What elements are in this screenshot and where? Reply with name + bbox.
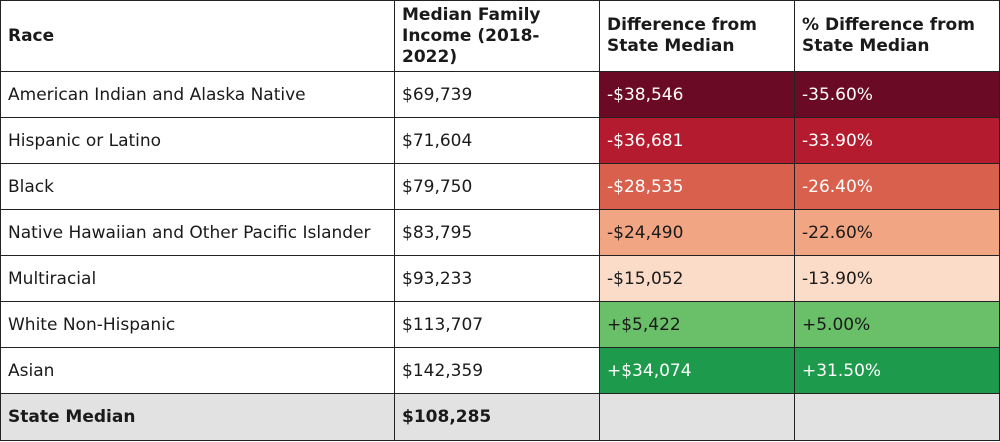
difference-cell: -$28,535: [599, 163, 795, 210]
income-cell: $69,739: [394, 71, 600, 118]
pct-difference-cell: +5.00%: [794, 301, 1000, 348]
state-median-pct-difference: [794, 393, 1000, 441]
difference-cell: -$38,546: [599, 71, 795, 118]
table-row: White Non-Hispanic $113,707 +$5,422 +5.00%: [0, 301, 1000, 348]
state-median-label: State Median: [0, 393, 395, 441]
state-median-income: $108,285: [394, 393, 600, 441]
table-row: Black $79,750 -$28,535 -26.40%: [0, 163, 1000, 210]
race-cell: Black: [0, 163, 395, 210]
difference-cell: -$24,490: [599, 209, 795, 256]
race-cell: Multiracial: [0, 255, 395, 302]
pct-difference-cell: -35.60%: [794, 71, 1000, 118]
income-cell: $113,707: [394, 301, 600, 348]
pct-difference-cell: -13.90%: [794, 255, 1000, 302]
income-cell: $142,359: [394, 347, 600, 394]
table-row: Asian $142,359 +$34,074 +31.50%: [0, 347, 1000, 394]
table-footer: State Median $108,285: [0, 393, 1000, 441]
income-cell: $83,795: [394, 209, 600, 256]
header-median-income: Median Family Income (2018-2022): [394, 0, 600, 72]
race-cell: White Non-Hispanic: [0, 301, 395, 348]
table-header: Race Median Family Income (2018-2022) Di…: [0, 0, 1000, 72]
table-row: Hispanic or Latino $71,604 -$36,681 -33.90%: [0, 117, 1000, 164]
table-row: Multiracial $93,233 -$15,052 -13.90%: [0, 255, 1000, 302]
income-cell: $93,233: [394, 255, 600, 302]
header-pct-difference: % Difference from State Median: [794, 0, 1000, 72]
pct-difference-cell: -33.90%: [794, 117, 1000, 164]
difference-cell: +$34,074: [599, 347, 795, 394]
difference-cell: -$15,052: [599, 255, 795, 302]
race-cell: Native Hawaiian and Other Pacific Island…: [0, 209, 395, 256]
difference-cell: +$5,422: [599, 301, 795, 348]
header-row: Race Median Family Income (2018-2022) Di…: [0, 0, 1000, 72]
race-cell: Asian: [0, 347, 395, 394]
table-body: American Indian and Alaska Native $69,739…: [0, 71, 1000, 394]
header-race: Race: [0, 0, 395, 72]
table-row: American Indian and Alaska Native $69,739…: [0, 71, 1000, 118]
pct-difference-cell: -26.40%: [794, 163, 1000, 210]
difference-cell: -$36,681: [599, 117, 795, 164]
state-median-difference: [599, 393, 795, 441]
pct-difference-cell: +31.50%: [794, 347, 1000, 394]
income-cell: $71,604: [394, 117, 600, 164]
race-cell: American Indian and Alaska Native: [0, 71, 395, 118]
race-cell: Hispanic or Latino: [0, 117, 395, 164]
income-cell: $79,750: [394, 163, 600, 210]
pct-difference-cell: -22.60%: [794, 209, 1000, 256]
state-median-row: State Median $108,285: [0, 393, 1000, 441]
header-difference: Difference from State Median: [599, 0, 795, 72]
table-row: Native Hawaiian and Other Pacific Island…: [0, 209, 1000, 256]
